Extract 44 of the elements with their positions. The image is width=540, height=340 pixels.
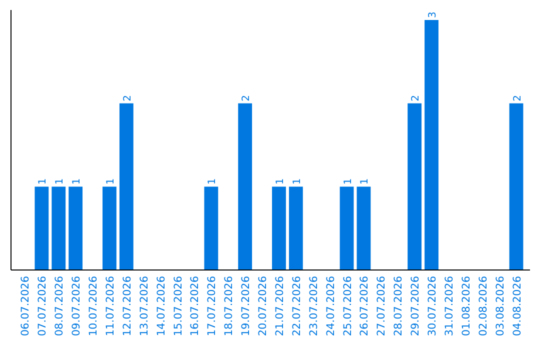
data-label: 2 — [410, 94, 422, 102]
x-tick-label: 31.07.2026 — [443, 276, 456, 336]
x-tick-label: 03.08.2026 — [494, 276, 506, 336]
x-tick-label: 25.07.2026 — [342, 276, 354, 336]
x-tick-label: 28.07.2026 — [392, 276, 405, 336]
data-label: 3 — [428, 12, 439, 18]
x-tick-label: 08.07.2026 — [54, 276, 66, 336]
x-tick-label: 26.07.2026 — [358, 276, 371, 336]
data-label: 1 — [360, 178, 371, 185]
x-tick-label: 10.07.2026 — [88, 276, 100, 336]
data-label: 2 — [122, 94, 134, 102]
x-tick-label: 06.07.2026 — [20, 276, 32, 336]
data-label: 2 — [241, 94, 252, 102]
x-tick-label: 18.07.2026 — [223, 276, 236, 336]
x-tick-label: 21.07.2026 — [274, 276, 286, 336]
x-tick-label: 20.07.2026 — [257, 276, 270, 336]
x-tick-label: 19.07.2026 — [240, 276, 252, 336]
data-label: 1 — [105, 178, 116, 185]
data-label: 2 — [512, 94, 524, 102]
x-tick-label: 02.08.2026 — [477, 276, 490, 336]
x-tick-label: 12.07.2026 — [121, 276, 134, 336]
x-tick-label: 16.07.2026 — [189, 276, 202, 336]
x-tick-label: 30.07.2026 — [426, 276, 439, 336]
x-tick-label: 15.07.2026 — [172, 276, 184, 336]
x-tick-label: 13.07.2026 — [138, 276, 150, 336]
x-tick-label: 22.07.2026 — [290, 276, 303, 336]
x-tick-label: 09.07.2026 — [70, 276, 83, 336]
data-label: 1 — [54, 178, 66, 185]
x-tick-label: 29.07.2026 — [410, 276, 422, 336]
data-label: 1 — [38, 178, 49, 185]
x-tick-label: 01.08.2026 — [460, 276, 472, 336]
x-tick-label: 24.07.2026 — [324, 276, 337, 336]
x-tick-label: 17.07.2026 — [206, 276, 218, 336]
x-tick-label: 11.07.2026 — [104, 276, 116, 336]
data-label: 1 — [72, 178, 83, 185]
x-tick-label: 07.07.2026 — [36, 276, 49, 336]
x-tick-label: 23.07.2026 — [308, 276, 320, 336]
data-label: 1 — [207, 178, 218, 185]
data-label: 1 — [342, 178, 354, 185]
data-label: 1 — [292, 178, 303, 185]
data-label: 1 — [274, 178, 286, 185]
x-tick-label: 14.07.2026 — [155, 276, 168, 336]
x-tick-label: 04.08.2026 — [511, 276, 524, 336]
x-tick-label: 27.07.2026 — [376, 276, 388, 336]
